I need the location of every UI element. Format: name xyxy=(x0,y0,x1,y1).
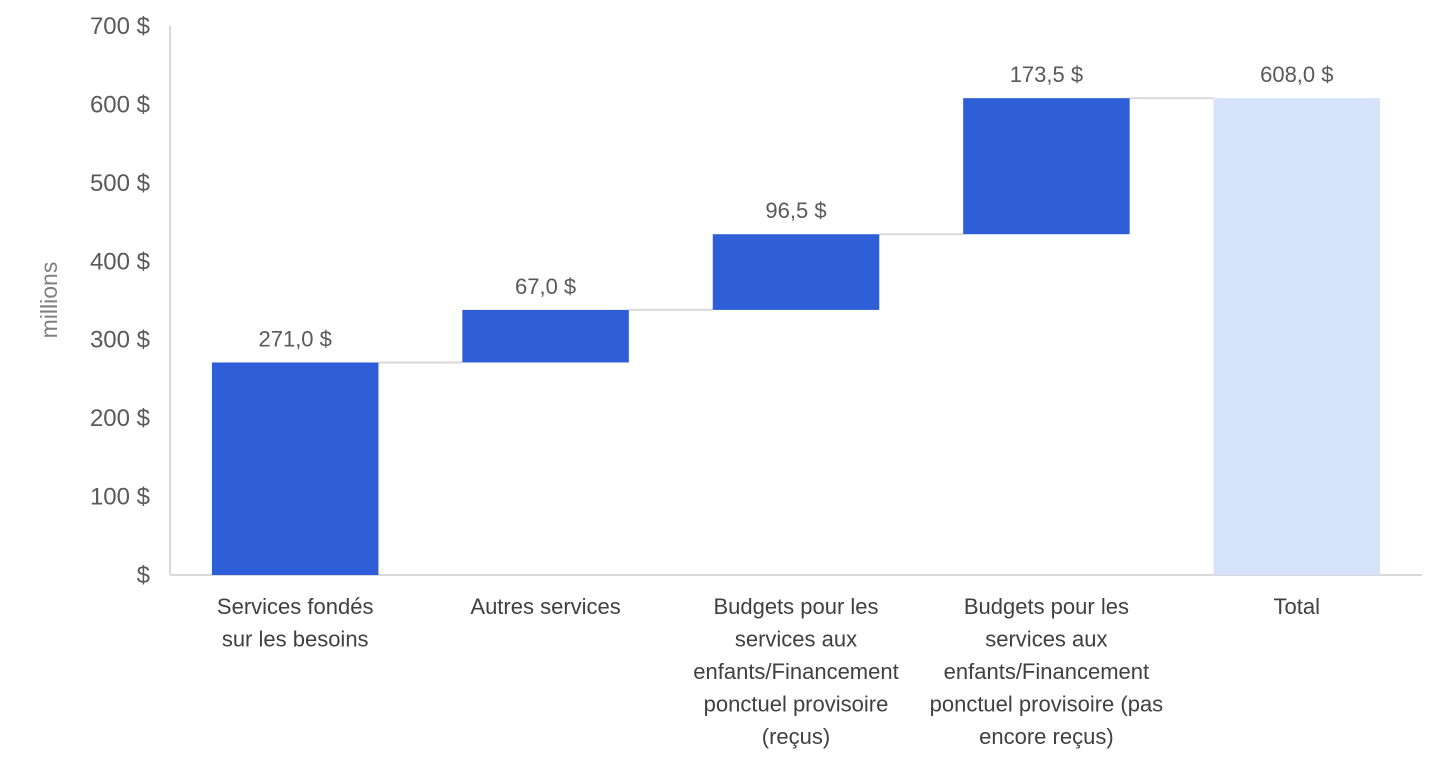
x-tick-label-line: Budgets pour les xyxy=(964,594,1129,619)
data-label: 96,5 $ xyxy=(765,198,826,223)
y-tick-label: $ xyxy=(137,562,150,589)
bars-group xyxy=(211,98,1381,575)
y-tick-label: 100 $ xyxy=(90,484,150,511)
x-tick-label-line: (reçus) xyxy=(762,724,830,749)
data-label: 271,0 $ xyxy=(258,326,331,351)
increase-bar xyxy=(462,309,629,363)
x-tick-label-line: Services fondés xyxy=(217,594,374,619)
x-tick-label-line: enfants/Financement xyxy=(693,659,898,684)
connector-lines xyxy=(378,97,1214,364)
y-tick-labels-group: $100 $ 200 $ 300 $ 400 $ 500 $ 600 $ 700 $ xyxy=(90,13,150,589)
data-labels-group: 271,0 $ 67,0 $ 96,5 $ 173,5 $ 608,0 $ xyxy=(258,62,1333,351)
increase-bar xyxy=(963,98,1130,235)
x-tick-label-line: enfants/Financement xyxy=(944,659,1149,684)
y-tick-label: 300 $ xyxy=(90,327,150,354)
y-tick-label: 500 $ xyxy=(90,170,150,197)
x-tick-label-line: Autres services xyxy=(470,594,620,619)
x-tick-label: Autres services xyxy=(470,594,620,619)
x-tick-label: Services fondés sur les besoins xyxy=(217,594,374,652)
y-axis-label: millions xyxy=(36,262,62,339)
x-tick-label-line: Total xyxy=(1274,594,1320,619)
x-tick-labels-group: Services fondés sur les besoins Autres ser… xyxy=(217,594,1320,749)
x-tick-label-line: services aux xyxy=(985,627,1107,652)
x-tick-label-line: sur les besoins xyxy=(222,627,369,652)
x-tick-label: Budgets pour les services aux enfants/Fina… xyxy=(693,594,898,749)
y-tick-label: 200 $ xyxy=(90,405,150,432)
x-tick-label-line: ponctuel provisoire (pas xyxy=(930,692,1164,717)
x-tick-label-line: encore reçus) xyxy=(979,724,1114,749)
axes-group xyxy=(169,26,1422,576)
x-tick-label: Total xyxy=(1274,594,1320,619)
data-label: 608,0 $ xyxy=(1260,62,1333,87)
y-tick-label: 600 $ xyxy=(90,91,150,118)
x-tick-label: Budgets pour les services aux enfants/Fina… xyxy=(930,594,1164,749)
data-label: 173,5 $ xyxy=(1010,62,1083,87)
y-tick-label: 700 $ xyxy=(90,13,150,40)
x-tick-label-line: services aux xyxy=(735,627,857,652)
increase-bar xyxy=(712,234,880,310)
y-tick-label: 400 $ xyxy=(90,248,150,275)
data-label: 67,0 $ xyxy=(515,274,576,299)
increase-bar xyxy=(211,362,379,575)
total-bar xyxy=(1213,98,1381,575)
x-tick-label-line: Budgets pour les xyxy=(713,594,878,619)
x-tick-label-line: ponctuel provisoire xyxy=(704,692,889,717)
